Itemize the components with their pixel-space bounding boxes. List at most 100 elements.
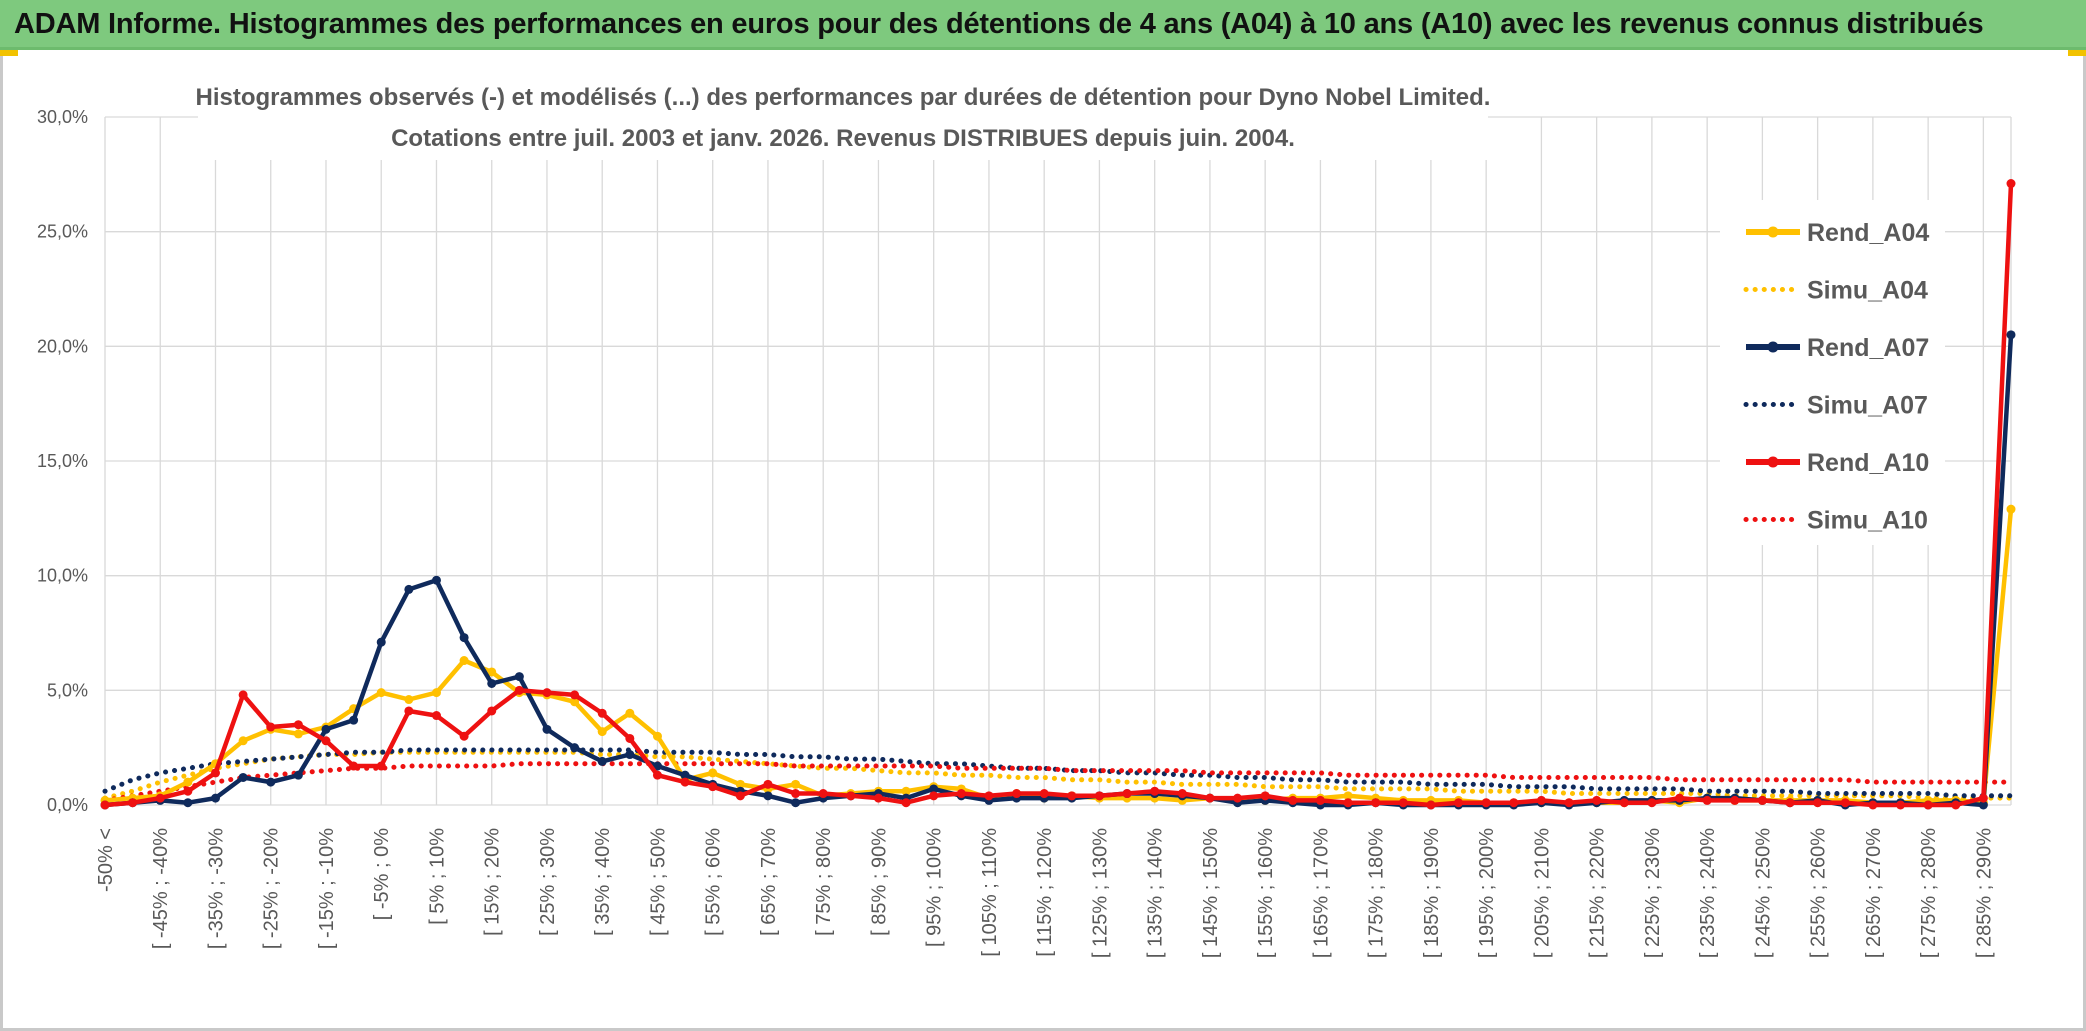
x-tick-label: [ 5% ; 10% [426,828,448,925]
data-point [1840,798,1850,808]
legend-item: Simu_A07 [1743,392,1928,420]
data-point [293,729,303,739]
data-point [597,727,607,737]
data-point [708,768,718,778]
data-point [1978,800,1988,810]
data-point [2006,330,2016,340]
data-point [487,678,497,688]
y-tick-label: 0,0% [47,795,88,815]
legend-label: Simu_A10 [1807,507,1928,535]
data-point [625,750,635,760]
data-point [404,706,414,716]
x-tick-label: [ 145% ; 150% [1200,828,1222,958]
data-point [1205,793,1215,803]
data-point [1398,798,1408,808]
data-point [376,688,386,698]
legend-label: Simu_A04 [1807,277,1928,305]
data-point [376,761,386,771]
data-point [1757,795,1767,805]
legend-label: Rend_A04 [1807,219,1929,247]
legend-item: Rend_A04 [1746,219,1929,247]
data-point [1343,791,1353,801]
data-point [404,584,414,594]
x-tick-label: [ 205% ; 210% [1531,828,1553,958]
x-tick-label: [ 235% ; 240% [1697,828,1719,958]
legend-marker [1767,456,1779,468]
data-point [1288,795,1298,805]
data-point [542,724,552,734]
data-point [901,786,911,796]
data-point [183,786,193,796]
data-point [210,793,220,803]
x-tick-label: [ 165% ; 170% [1310,828,1332,958]
data-point [791,789,801,799]
data-point [735,779,745,789]
data-point [735,791,745,801]
x-tick-label: [ 195% ; 200% [1476,828,1498,958]
data-point [680,770,690,780]
data-point [1923,800,1933,810]
data-point [1122,789,1132,799]
x-tick-label: [ -45% ; -40% [150,828,172,949]
x-tick-label: [ 105% ; 110% [979,828,1001,957]
data-point [459,656,469,666]
x-tick-label: [ 275% ; 280% [1918,828,1940,958]
data-point [1315,795,1325,805]
data-point [155,793,165,803]
series-simu-a04 [102,749,2014,801]
data-point [984,791,994,801]
data-point [128,798,138,808]
y-tick-label: 20,0% [37,336,88,356]
data-point [625,708,635,718]
x-tick-label: [ 245% ; 250% [1752,828,1774,958]
data-point [1951,800,1961,810]
data-point [2006,179,2016,189]
x-tick-label: [ 155% ; 160% [1255,828,1277,958]
data-point [266,722,276,732]
data-point [597,708,607,718]
data-point [791,779,801,789]
data-point [459,731,469,741]
data-point [266,777,276,787]
data-point [1067,791,1077,801]
data-point [376,637,386,647]
data-point [349,761,359,771]
page-title: ADAM Informe. Histogrammes des performan… [14,8,1984,40]
chart-title-line-1: Histogrammes observés (-) et modélisés (… [196,84,1491,111]
data-point [1454,798,1464,808]
series-line [102,747,2014,799]
data-point [238,772,248,782]
x-tick-label: [ 265% ; 270% [1863,828,1885,958]
data-point [293,770,303,780]
data-point [238,736,248,746]
y-tick-label: 15,0% [37,451,88,471]
data-point [431,688,441,698]
data-point [929,784,939,794]
legend-marker [1767,226,1779,238]
data-point [708,782,718,792]
x-tick-label: [ 175% ; 180% [1366,828,1388,958]
x-tick-label: [ 255% ; 260% [1808,828,1830,958]
y-axis-ticks: 0,0% 5,0% 10,0% 15,0% 20,0% 25,0% 30,0% [37,107,88,815]
x-tick-label: [ 35% ; 40% [592,828,614,936]
legend-marker [1767,341,1779,353]
data-point [652,770,662,780]
series-group [100,179,2016,810]
data-point [1260,791,1270,801]
x-tick-label: [ 65% ; 70% [758,828,780,936]
data-point [514,685,524,695]
data-point [2006,504,2016,514]
y-tick-label: 5,0% [47,680,88,700]
data-point [1094,791,1104,801]
data-point [1896,800,1906,810]
data-point [763,779,773,789]
data-point [1978,793,1988,803]
data-point [597,756,607,766]
x-tick-label: [ 225% ; 230% [1642,828,1664,958]
data-point [1371,798,1381,808]
data-point [1509,798,1519,808]
series-rend-a04 [100,504,2016,808]
data-point [1481,798,1491,808]
series-line [104,508,2014,805]
x-tick-label: -50% < [95,828,117,892]
